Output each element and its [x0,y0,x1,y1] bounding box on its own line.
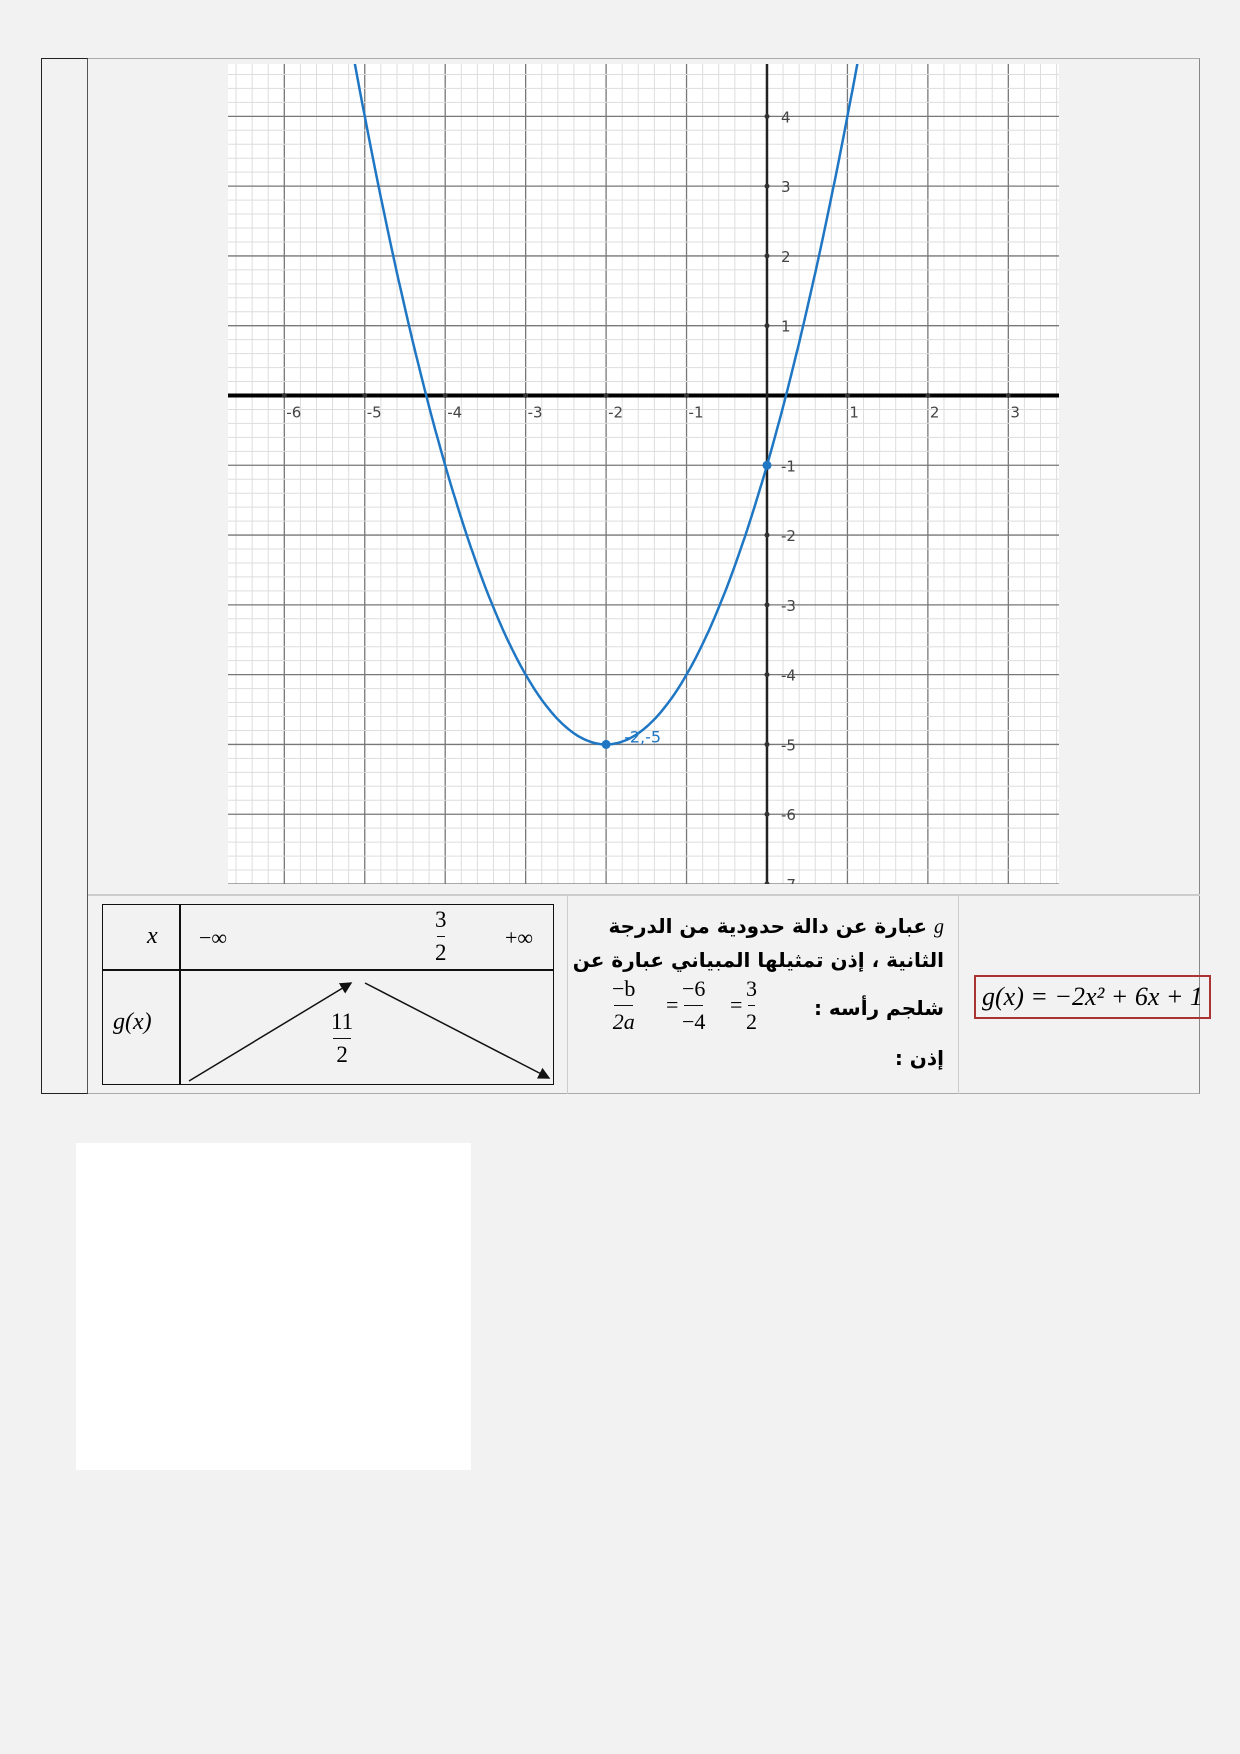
x-label: x [147,923,158,949]
parabola-graph: -6 -5 -4 -3 -2 -1 1 2 3 4 3 2 1 -1 -2 -3 -4 -5 -6 -7 -2,-5 [228,64,1059,884]
x-tick-label: 3 [1010,403,1020,421]
x-tick-mark [925,392,931,398]
left-margin-column [41,58,88,1094]
critical-num: 3 [435,907,447,932]
y-tick-mark [764,602,770,608]
explanation-line-1: g عبارة عن دالة حدودية من الدرجة [608,914,944,939]
vertex-label: -2,-5 [624,727,661,746]
curve-point [601,739,611,749]
f2-num: −6 [682,976,706,1001]
decreasing-arrow [364,982,551,1079]
y-tick-mark [764,672,770,678]
parabola-curve [353,64,859,746]
content-cell [88,58,1200,1094]
x-tick-mark [281,392,287,398]
variation-arrows [188,982,551,1082]
increasing-arrow [188,982,353,1082]
y-tick-label: 2 [781,248,791,266]
y-tick-label: -6 [781,806,796,824]
y-tick-mark [764,881,770,884]
x-tick-mark [1005,392,1011,398]
f2-den: −4 [682,1009,706,1034]
plot-background [228,64,1059,884]
y-tick-label: -2 [781,527,796,545]
x-tick-label: -6 [286,403,301,421]
x-tick-mark [844,392,850,398]
y-tick-mark [764,183,770,189]
y-tick-mark [764,811,770,817]
y-tick-mark [764,253,770,259]
f3-num: 3 [746,976,757,1001]
x-tick-mark [523,392,529,398]
max-value: 11 2 [331,1007,353,1070]
x-tick-label: 2 [930,403,940,421]
x-tick-mark [603,392,609,398]
f1-den: 2a [612,1009,635,1034]
explanation-line-3: شلجم رأسه : [813,996,944,1020]
equals-2: = [730,992,743,1017]
y-tick-label: -5 [781,736,796,754]
fraction-b-2a: −b 2a [612,974,635,1037]
critical-den: 2 [435,940,447,965]
bottom-row [88,894,1200,1094]
x-tick-label: -4 [447,403,462,421]
explanation-cell: g عبارة عن دالة حدودية من الدرجة الثانية… [567,896,959,1094]
x-tick-label: 1 [849,403,859,421]
fraction-6-4: −6 −4 [682,974,705,1037]
x-tick-mark [362,392,368,398]
y-tick-label: 1 [781,318,791,336]
function-formula-box: g(x) = −2x² + 6x + 1 [974,975,1211,1019]
y-tick-label: -7 [781,876,796,884]
max-den: 2 [336,1042,348,1067]
x-tick-label: -3 [528,403,543,421]
y-tick-label: 3 [781,178,791,196]
max-num: 11 [331,1009,354,1034]
f1-num: −b [612,976,636,1001]
explanation-line-2: الثانية ، إذن تمثيلها المبياني عبارة عن [572,948,944,972]
line1-text: عبارة عن دالة حدودية من الدرجة [608,914,928,938]
explanation-line-4: إذن : [894,1046,944,1070]
y-tick-mark [764,323,770,329]
x-tick-label: -5 [367,403,382,421]
gx-label: g(x) [113,1009,152,1035]
y-tick-label: -3 [781,597,796,615]
f3-den: 2 [746,1009,757,1034]
equals-1: = [666,992,679,1017]
plus-infinity: +∞ [505,925,534,950]
minus-infinity: −∞ [199,925,228,950]
y-tick-mark [764,741,770,747]
curve-point [762,460,772,470]
y-tick-label: 4 [781,108,791,126]
y-tick-mark [764,532,770,538]
y-tick-label: -4 [781,667,796,685]
x-tick-mark [684,392,690,398]
blank-white-area [76,1143,471,1470]
x-tick-label: -1 [689,403,704,421]
var-g: g [934,916,944,938]
y-tick-mark [764,113,770,119]
x-tick-mark [442,392,448,398]
x-tick-label: -2 [608,403,623,421]
y-tick-label: -1 [781,457,796,475]
